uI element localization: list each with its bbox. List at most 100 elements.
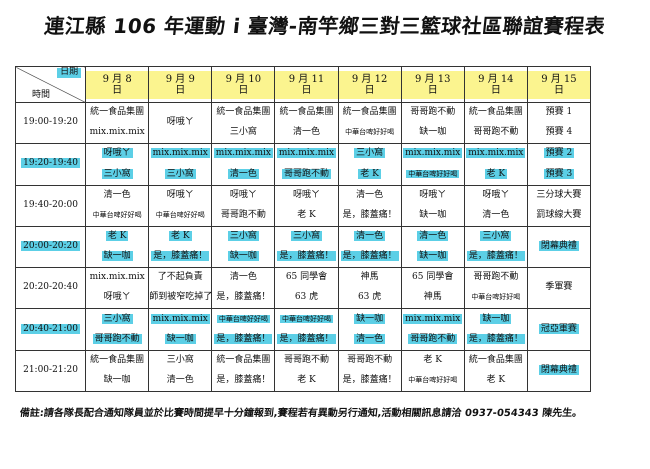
match-cell: 三小窩 哥哥跑不動 [85, 308, 150, 351]
match-cell: 呀哦ㄚ老 K [274, 184, 339, 227]
team-name: 缺一咖 [480, 313, 512, 324]
team-name: 呀哦ㄚ [166, 189, 194, 200]
team-name: 63 虎 [294, 292, 319, 303]
team-name: 是，膝蓋痛！ [151, 251, 210, 262]
match-cell: mix.mix.mix 哥哥跑不動 [274, 143, 339, 186]
team-name: 神馬 [423, 292, 442, 303]
team-name: 統一食品集團 [216, 107, 271, 118]
team-name: 清一色 [417, 230, 449, 241]
time-slot-cell: 19:00-19:20 [14, 101, 87, 145]
team-name: 是，膝蓋痛！ [340, 251, 399, 262]
match-cell: mix.mix.mix 哥哥跑不動 [400, 308, 465, 351]
day-label: 9 月 15 日 [527, 70, 590, 99]
team-name: 統一食品集團 [468, 354, 523, 365]
team-name: 清一色 [356, 189, 384, 200]
match-cell: 統一食品集團 中華台啤好好喝 [337, 101, 402, 145]
team-name: 65 同學會 [412, 272, 454, 283]
team-name: mix.mix.mix [403, 148, 463, 159]
day-header: 9 月 12 日 [337, 66, 402, 103]
team-name: mix.mix.mix [276, 148, 337, 159]
day-header: 9 月 15 日 [526, 66, 592, 103]
day-header: 9 月 9 日 [148, 66, 213, 103]
team-name: 老 K [358, 168, 381, 179]
match-cell: 缺一咖 清一色 [337, 308, 402, 351]
day-label: 9 月 14 日 [464, 70, 527, 99]
match-cell: 清一色 是，膝蓋痛！ [337, 225, 402, 269]
time-slot-row: 19:20-19:40 呀哦ㄚ 三小窩 mix.mix.mix 三小窩 mix.mix.m… [14, 143, 592, 186]
match-cell: 呀哦ㄚ 哥哥跑不動 [211, 184, 276, 227]
team-name: 三分球大賽 [536, 189, 582, 200]
match-cell: 清一色 是，膝蓋痛！ [211, 267, 276, 310]
day-label: 9 月 11 日 [275, 70, 338, 99]
team-name: 哥哥跑不動 [283, 354, 329, 365]
day-label: 9 月 9 日 [149, 70, 212, 99]
team-name: 清一色 [166, 374, 194, 385]
match-cell: 中華台啤好好喝 是，膝蓋痛！ [274, 308, 339, 351]
team-name: 季軍賽 [545, 282, 573, 293]
day-header: 9 月 11 日 [274, 66, 339, 103]
team-name: 是，膝蓋痛！ [277, 333, 336, 344]
team-name: 三小窩 [229, 127, 257, 138]
team-name: 三小窩 [354, 148, 386, 159]
team-name: 缺一咖 [101, 251, 133, 262]
team-name: 老 K [105, 230, 129, 241]
match-cell: 老 K 缺一咖 [85, 225, 150, 269]
team-name: 中華台啤好好喝 [216, 314, 270, 323]
match-cell: mix.mix.mix 三小窩 [148, 143, 213, 186]
match-cell: 三分球大賽 罰球線大賽 [526, 184, 592, 227]
team-name: 閉幕典禮 [538, 364, 579, 375]
match-cell: 呀哦ㄚ 缺一咖 [400, 184, 465, 227]
match-cell: 哥哥跑不動 中華台啤好好喝 [463, 267, 528, 310]
team-name: 是，膝蓋痛！ [342, 374, 397, 385]
team-name: 三小窩 [101, 313, 133, 324]
time-slot-row: 20:00-20:20 老 K 缺一咖老 K 是，膝蓋痛！ 三小窩 缺一咖 三小窩 是，膝蓋痛… [14, 225, 592, 269]
day-label: 9 月 13 日 [401, 70, 464, 99]
team-name: 清一色 [292, 127, 320, 138]
match-cell: 預賽 1 預賽 4 [526, 101, 592, 145]
team-name: 統一食品集團 [90, 354, 145, 365]
corner-day-label: 日期 [57, 67, 82, 78]
match-cell: 哥哥跑不動 是，膝蓋痛！ [337, 349, 402, 393]
match-cell: 中華台啤好好喝 是，膝蓋痛！ [211, 308, 276, 351]
match-cell: 清一色 缺一咖 [400, 225, 465, 269]
team-name: 缺一咖 [227, 251, 259, 262]
team-name: 哥哥跑不動 [473, 272, 519, 283]
match-cell: 統一食品集團 是，膝蓋痛！ [211, 349, 276, 393]
team-name: 是，膝蓋痛！ [216, 374, 271, 385]
team-name: 統一食品集團 [279, 107, 334, 118]
match-cell: 65 同學會 神馬 [400, 267, 465, 310]
team-name: 冠亞軍賽 [538, 323, 579, 334]
team-name: 清一色 [227, 168, 259, 179]
time-slot-row: 21:00-21:20 統一食品集團 缺一咖 三小窩 清一色 統一食品集團 是，膝蓋痛！ 哥哥… [14, 349, 592, 393]
team-name: 師到被窄吃掉了 [149, 292, 213, 303]
team-name: 清一色 [482, 209, 510, 220]
team-name: 閉幕典禮 [538, 241, 579, 252]
team-name: 中華台啤好好喝 [155, 210, 205, 219]
match-cell: 呀哦ㄚ 清一色 [463, 184, 528, 227]
match-cell: 呀哦ㄚ中華台啤好好喝 [148, 184, 213, 227]
corner-header: 日期 時間 [14, 66, 87, 103]
team-name: 中華台啤好好喝 [92, 210, 142, 219]
day-header: 9 月 8 日 [85, 66, 150, 103]
team-name: 三小窩 [101, 168, 133, 179]
day-header: 9 月 10 日 [211, 66, 276, 103]
time-slot-cell: 20:00-20:20 [14, 225, 87, 269]
match-cell: 統一食品集團老 K [463, 349, 528, 393]
team-name: 哥哥跑不動 [281, 168, 331, 179]
page-title: 連江縣 106 年運動 i 臺灣-南竿鄉三對三籃球社區聯誼賽程表 [43, 14, 607, 38]
team-name: 63 虎 [357, 292, 382, 303]
team-name: mix.mix.mix [466, 148, 526, 159]
team-name: 缺一咖 [164, 333, 196, 344]
match-cell: mix.mix.mix 呀哦ㄚ [85, 267, 150, 310]
team-name: mix.mix.mix [150, 148, 210, 159]
match-cell: 季軍賽 [526, 267, 592, 310]
team-name: mix.mix.mix [403, 313, 463, 324]
team-name: 統一食品集團 [90, 107, 145, 118]
match-cell: 統一食品集團 mix.mix.mix [85, 101, 150, 145]
match-cell: mix.mix.mix 清一色 [211, 143, 276, 186]
team-name: 缺一咖 [417, 251, 449, 262]
team-name: 呀哦ㄚ [419, 189, 447, 200]
team-name: 呀哦ㄚ [229, 189, 257, 200]
team-name: 呀哦ㄚ [482, 189, 510, 200]
team-name: 預賽 3 [543, 168, 575, 179]
